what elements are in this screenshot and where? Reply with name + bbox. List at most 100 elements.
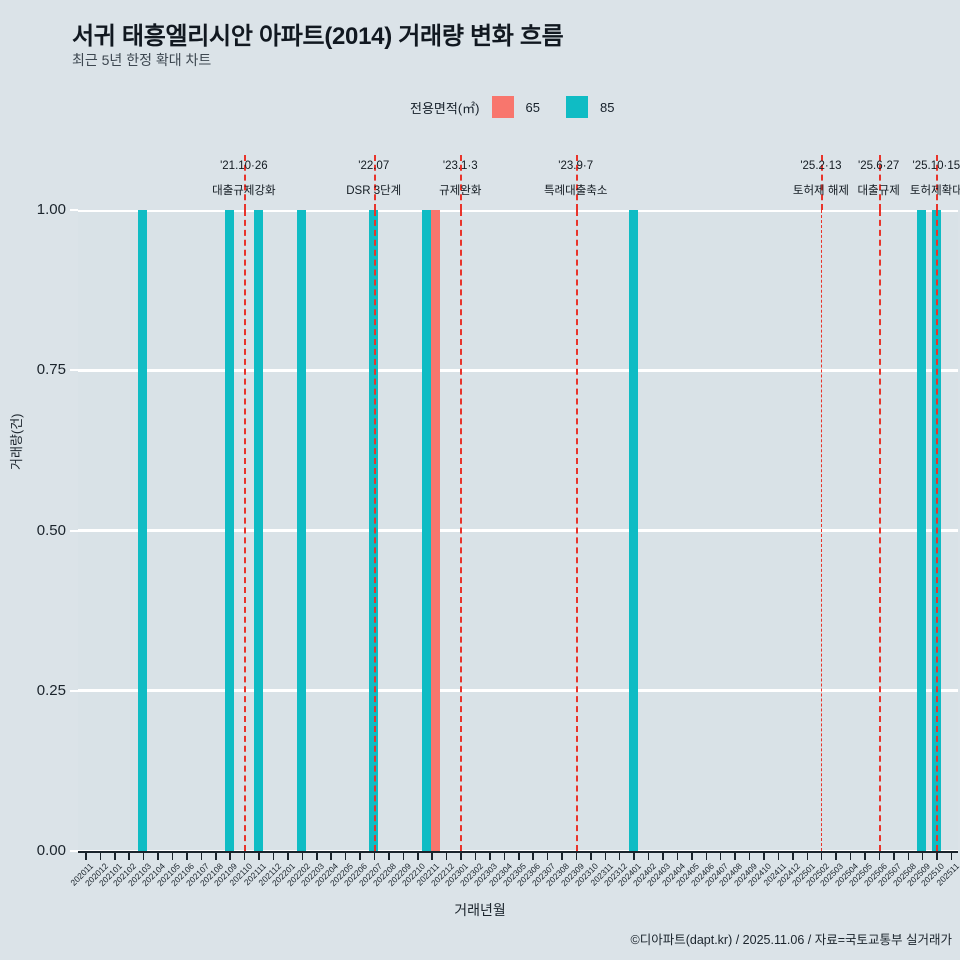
x-axis-tick-mark [445, 851, 448, 860]
x-axis-tick-mark [604, 851, 607, 860]
x-axis-tick-mark [388, 851, 390, 860]
bar[interactable] [628, 210, 638, 851]
event-date-label: '21.10·26 [220, 160, 268, 172]
event-date-label: '22.07 [358, 160, 390, 172]
x-axis-tick-mark [878, 851, 881, 860]
x-axis-tick-mark [417, 851, 419, 860]
x-axis-tick-mark [99, 851, 102, 860]
grid-line [78, 210, 958, 212]
x-axis-tick-mark [431, 851, 433, 860]
grid-line [78, 849, 958, 851]
event-name-label: DSR 3단계 [346, 185, 402, 197]
x-axis-tick-mark [142, 851, 145, 860]
event-marker-stub [243, 155, 246, 210]
event-marker-line [373, 210, 376, 851]
event-marker-stub [575, 155, 578, 210]
x-axis-tick-mark [561, 851, 563, 860]
x-axis-tick-mark [662, 851, 664, 860]
x-axis-tick-mark [85, 851, 87, 860]
legend-swatch-85 [565, 96, 588, 118]
bar[interactable] [138, 210, 148, 851]
x-axis-tick-mark [128, 851, 130, 860]
legend-label-85: 85 [599, 99, 615, 115]
x-axis-tick-mark [849, 851, 852, 860]
x-axis-tick-mark [287, 851, 289, 860]
grid-line [78, 689, 958, 693]
y-axis-tick-mark [70, 369, 78, 372]
x-axis-tick-mark [258, 851, 260, 860]
event-marker-line [936, 210, 939, 851]
x-axis-tick-mark [950, 851, 953, 860]
bar[interactable] [224, 210, 234, 851]
x-axis-tick-mark [171, 851, 174, 860]
x-axis-tick-mark [705, 851, 708, 860]
bar[interactable] [917, 210, 927, 851]
x-axis-tick-mark [546, 851, 549, 860]
bar[interactable] [431, 210, 441, 851]
x-axis-tick-mark [936, 851, 938, 860]
grid-line [78, 529, 958, 532]
y-axis-title: 거래량(건) [9, 413, 24, 471]
event-marker-line [575, 210, 578, 851]
event-name-label: 규제완화 [439, 185, 482, 197]
x-axis-tick-mark [330, 851, 332, 860]
x-axis-tick-mark [489, 851, 491, 860]
y-axis-tick-label: 0.75 [36, 361, 66, 379]
x-axis-tick-mark [272, 851, 275, 860]
event-marker-line [243, 210, 246, 851]
event-date-label: '23.1·3 [442, 160, 478, 172]
y-axis-tick-mark [70, 209, 78, 211]
bar[interactable] [422, 210, 432, 851]
x-axis-tick-mark [864, 851, 866, 860]
event-date-label: '25.2·13 [800, 160, 842, 172]
event-marker-line [820, 210, 822, 851]
x-axis-tick-mark [301, 851, 304, 860]
x-axis-tick-mark [215, 851, 217, 860]
x-axis-tick-mark [820, 851, 823, 860]
x-axis-tick-mark [676, 851, 679, 860]
event-date-label: '25.6·27 [858, 160, 900, 172]
page-title: 서귀 태흥엘리시안 아파트(2014) 거래량 변화 흐름 [72, 23, 564, 50]
event-name-label: 대출규제 [857, 185, 900, 197]
x-axis-tick-mark [373, 851, 376, 860]
y-axis-tick-mark [70, 850, 78, 852]
y-axis-tick-mark [70, 529, 78, 532]
x-axis-tick-mark [907, 851, 909, 860]
bar[interactable] [253, 210, 263, 851]
event-date-label: '23.9·7 [558, 160, 594, 172]
x-axis-tick-mark [618, 851, 621, 860]
x-axis-tick-mark [590, 851, 592, 860]
x-axis-tick-mark [316, 851, 318, 860]
x-axis-tick-mark [186, 851, 188, 860]
x-axis-tick-mark [460, 851, 462, 860]
x-axis-tick-mark [806, 851, 809, 860]
x-axis-tick-mark [200, 851, 203, 860]
y-axis-tick-label: 0.25 [36, 681, 66, 699]
y-axis-tick-label: 0.00 [36, 842, 66, 859]
event-marker-stub [936, 155, 939, 210]
event-name-label: 토허제 해제 [792, 185, 849, 197]
event-name-label: 토허제확대 [909, 185, 960, 197]
grid-line [78, 368, 958, 372]
y-axis-tick-mark [70, 689, 78, 692]
x-axis-tick-mark [344, 851, 347, 860]
x-axis-tick-mark [763, 851, 765, 860]
x-axis-tick-mark [893, 851, 895, 860]
x-axis-tick-mark [835, 851, 837, 860]
plot-area [78, 210, 958, 851]
x-axis-tick-mark [518, 851, 520, 860]
x-axis-tick-mark [114, 851, 116, 860]
event-marker-stub [820, 155, 823, 210]
event-marker-line [460, 210, 463, 851]
event-name-label: 대출규제강화 [212, 185, 276, 197]
x-axis-tick-mark [243, 851, 246, 860]
legend-title: 전용면적(㎡) [410, 100, 480, 116]
x-axis-title: 거래년월 [454, 902, 506, 918]
event-marker-stub [373, 155, 376, 210]
page-subtitle: 최근 5년 한정 확대 차트 [72, 52, 212, 68]
x-axis-tick-mark [792, 851, 794, 860]
event-date-label: '25.10·15 [912, 160, 960, 172]
bar[interactable] [297, 210, 307, 851]
x-axis-tick-mark [157, 851, 159, 860]
x-axis-tick-mark [402, 851, 405, 860]
